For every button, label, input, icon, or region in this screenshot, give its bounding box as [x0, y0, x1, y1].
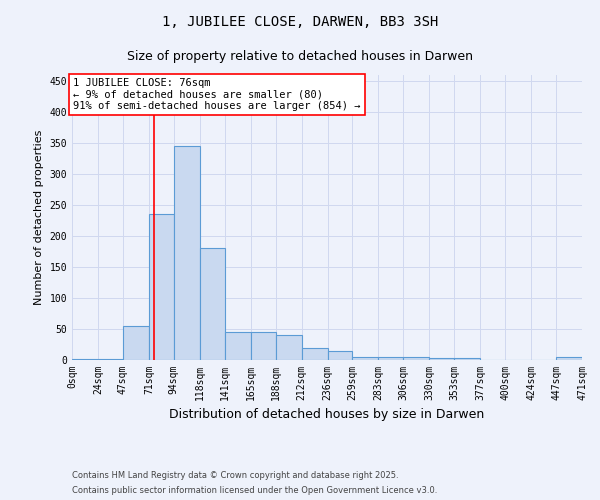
Y-axis label: Number of detached properties: Number of detached properties	[34, 130, 44, 305]
Bar	[123, 326, 149, 360]
Bar	[174, 146, 200, 360]
Bar	[302, 348, 328, 360]
Bar	[224, 332, 251, 360]
Bar	[556, 357, 582, 360]
Bar	[352, 357, 379, 360]
Text: Contains public sector information licensed under the Open Government Licence v3: Contains public sector information licen…	[72, 486, 437, 495]
Text: 1 JUBILEE CLOSE: 76sqm
← 9% of detached houses are smaller (80)
91% of semi-deta: 1 JUBILEE CLOSE: 76sqm ← 9% of detached …	[73, 78, 361, 112]
Text: 1, JUBILEE CLOSE, DARWEN, BB3 3SH: 1, JUBILEE CLOSE, DARWEN, BB3 3SH	[162, 15, 438, 29]
Bar	[379, 357, 403, 360]
X-axis label: Distribution of detached houses by size in Darwen: Distribution of detached houses by size …	[169, 408, 485, 422]
Bar	[403, 357, 430, 360]
Bar	[454, 358, 480, 360]
Bar	[200, 248, 224, 360]
Text: Contains HM Land Registry data © Crown copyright and database right 2025.: Contains HM Land Registry data © Crown c…	[72, 471, 398, 480]
Bar	[98, 359, 123, 360]
Bar	[251, 332, 275, 360]
Bar	[328, 352, 352, 360]
Bar	[149, 214, 174, 360]
Bar	[275, 335, 302, 360]
Bar	[430, 358, 454, 360]
Text: Size of property relative to detached houses in Darwen: Size of property relative to detached ho…	[127, 50, 473, 63]
